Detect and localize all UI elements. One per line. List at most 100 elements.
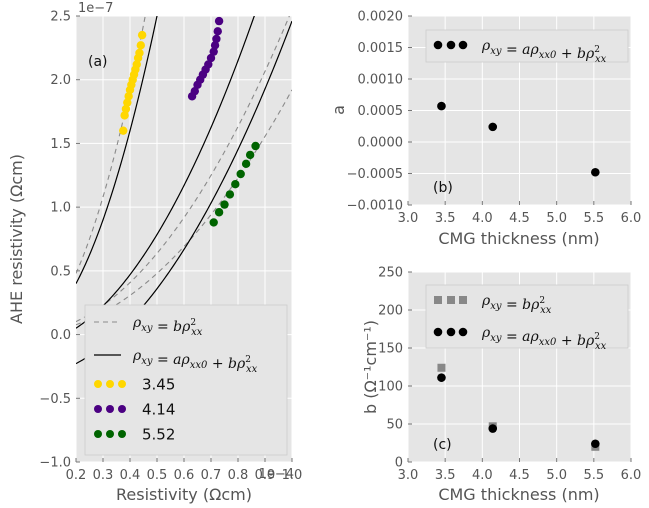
x-tick-label: 0.5 [147,468,168,483]
x-tick-label: 5.0 [546,211,567,226]
x-tick-label: 0.6 [174,468,195,483]
legend-marker-4-14 [94,405,102,413]
y-tick-label: 2.0 [50,73,71,88]
solid-fit-curve-2 [76,16,255,329]
data-point-b-circle [437,373,446,382]
data-point-4-14 [204,60,213,69]
legend-marker-circle [446,327,456,337]
legend-marker-3-45 [118,380,126,388]
data-point-4-14 [210,41,220,50]
data-point-3-45 [120,111,129,120]
x-tick-label: 5.0 [546,468,567,483]
data-point-3-45 [136,41,145,50]
panel-label-a: (a) [88,54,108,70]
solid-fit-curve-1 [76,16,158,284]
data-point-3-45 [132,60,141,69]
x-tick-label: 6.0 [621,211,642,226]
x-tick-label: 5.5 [583,468,604,483]
x-tick-label: 0.3 [93,468,114,483]
legend-marker-square [434,296,442,304]
y-axis-label-c: b (Ω⁻¹cm⁻¹) [361,320,380,414]
y-tick-label: 0.0005 [358,104,404,119]
x-tick-label: 0.2 [66,468,87,483]
x-axis-label-c: CMG thickness (nm) [438,485,599,504]
x-tick-label: 3.0 [398,468,419,483]
x-tick-label: 3.5 [435,468,456,483]
data-point-5-52 [214,208,224,217]
data-point-3-45 [124,92,133,101]
y-tick-label: 100 [378,380,403,395]
data-point-a-coefficient [437,101,446,111]
x-tick-label: 0.8 [228,468,249,483]
fit-curves [76,16,292,365]
y-tick-label: 0.0010 [358,73,404,88]
y-tick-label: 2.5 [50,10,71,25]
x-offset-label: 1e−4 [259,467,294,482]
data-point-5-52 [251,141,260,151]
y-tick-label: 0.5 [50,264,71,279]
legend-text-b: ρxy = aρxx0 + bρ2 xx [481,38,607,65]
y-tick-label: 1.0 [50,201,71,216]
legend-marker-5-52 [106,430,114,438]
legend-marker-circle [433,327,443,337]
legend-a: ρxy = bρ2 xx ρxy = aρxx0 + bρ2 xx3.45 4.14 5.… [84,304,288,456]
data-point-4-14 [214,16,224,26]
legend-box-a [84,304,288,456]
legend-marker-4-14 [106,405,114,413]
y-tick-label: 0.0 [50,328,71,343]
panel-label-c: (c) [433,437,452,453]
legend-marker-b [446,40,456,50]
legend-label-4-14: 4.14 [142,401,175,419]
data-point-3-45 [119,126,128,135]
x-tick-label: 5.5 [583,211,604,226]
legend-marker-3-45 [94,380,102,388]
legend-text-c-2: ρxy = aρxx0 + bρ2 xx [481,325,607,352]
x-tick-label: 3.0 [398,211,419,226]
x-tick-label: 4.0 [472,211,493,226]
legend-label-5-52: 5.52 [142,426,175,444]
data-point-4-14 [212,34,221,44]
y-tick-label: 0.0020 [358,10,404,25]
panel-label-b: (b) [433,180,453,196]
panel-c: 3.0 3.5 4.0 4.5 5.0 5.5 6.0 0 50 100 150 200 250 ρxy … [361,266,641,505]
y-tick-label: 0.0000 [358,136,404,151]
data-point-4-14 [206,53,216,63]
y-axis-label-a: AHE resistivity (Ωcm) [7,154,26,324]
x-tick-label: 0.4 [120,468,141,483]
legend-marker-3-45 [106,380,114,388]
data-point-3-45 [135,48,144,58]
data-point-3-45 [123,98,132,107]
legend-marker-circle [458,327,468,337]
legend-marker-b [458,40,468,50]
data-point-4-14 [213,27,222,36]
legend-b: ρxy = aρxx0 + bρ2 xx [425,29,629,65]
legend-marker-square [447,296,455,304]
x-tick-label: 6.0 [621,468,642,483]
y-tick-label: 250 [378,266,403,281]
data-point-5-52 [231,180,240,189]
legend-marker-b [433,40,443,50]
data-point-3-45 [137,30,147,40]
x-tick-label: 4.5 [509,211,530,226]
legend-marker-5-52 [118,430,126,438]
legend-box-c [425,284,629,349]
y-tick-label: 50 [386,418,403,433]
data-point-b-circle [488,424,498,433]
x-tick-label: 0.7 [201,468,222,483]
data-point-5-52 [241,159,251,169]
data-point-a-coefficient [488,122,498,132]
dashed-fit-curve-2 [76,16,290,323]
y-tick-label: 0 [395,456,403,471]
data-point-5-52 [245,150,255,160]
y-tick-label: −0.5 [39,392,71,407]
y-axis-label-b: a [329,105,348,115]
data-point-4-14 [190,86,199,96]
x-tick-label: 4.0 [472,468,493,483]
legend-c: ρxy = bρ2 xx ρxy = aρxx0 + bρ2 xx [425,284,629,352]
data-point-5-52 [209,218,218,227]
y-tick-label: −0.0005 [347,167,403,182]
legend-text-c-1: ρxy = bρ2 xx [481,293,552,316]
data-point-b-circle [591,439,600,449]
x-axis-label-a: Resistivity (Ωcm) [116,485,252,504]
